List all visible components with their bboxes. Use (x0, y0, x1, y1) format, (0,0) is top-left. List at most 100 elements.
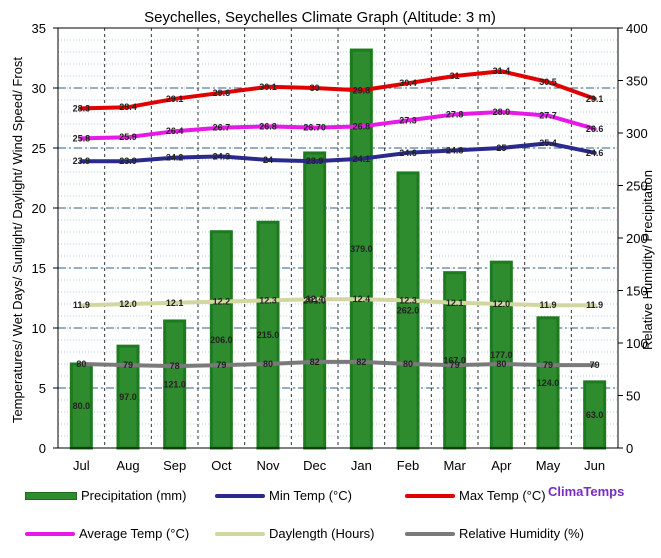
data-label: 24.6 (399, 148, 417, 158)
data-label: 82 (310, 357, 320, 367)
precipitation-bars (69, 48, 607, 450)
x-tick-label: May (536, 458, 561, 473)
x-tick-label: Jan (351, 458, 372, 473)
data-label: 30.4 (399, 78, 417, 88)
data-label: 79 (543, 360, 553, 370)
legend-label-average-temp: Average Temp (°C) (79, 526, 190, 541)
x-tick-label: Sep (163, 458, 186, 473)
data-label: 26.6 (586, 124, 604, 134)
legend-item-min-temp: Min Temp (°C) (215, 488, 352, 503)
y-tick-label-left: 20 (32, 201, 46, 216)
data-label: 24 (263, 155, 273, 165)
data-label: 24.3 (213, 151, 231, 161)
data-label: 27.8 (446, 109, 464, 119)
y-tick-label-left: 5 (39, 381, 46, 396)
data-label: 12.1 (446, 298, 464, 308)
series-line-relative-humidity (79, 359, 597, 369)
data-label: 26.8 (259, 121, 277, 131)
data-label: 29.6 (213, 88, 231, 98)
data-label: 24.2 (166, 153, 184, 163)
y-tick-label-right: 100 (626, 336, 648, 351)
precipitation-label: 124.0 (537, 378, 560, 388)
y-tick-label-right: 150 (626, 284, 648, 299)
x-tick-label: Dec (303, 458, 327, 473)
y-tick-label-right: 0 (626, 441, 633, 456)
legend-label-max-temp: Max Temp (°C) (459, 488, 546, 503)
axes: 05101520253035050100150200250300350400Ju… (32, 21, 648, 473)
series-line-average-temp-c (79, 110, 597, 141)
data-label: 24.6 (586, 148, 604, 158)
data-label: 26.70 (303, 123, 326, 133)
data-label: 12.0 (493, 299, 511, 309)
data-label: 24.8 (446, 145, 464, 155)
precipitation-label: 63.0 (586, 410, 604, 420)
legend-swatch-max-temp (405, 493, 455, 498)
precipitation-label: 281.0 (303, 295, 326, 305)
precipitation-label: 262.0 (397, 305, 420, 315)
series-line-min-temp-c (79, 141, 597, 164)
x-tick-label: Feb (397, 458, 419, 473)
data-label: 82 (356, 357, 366, 367)
data-labels: 28.3 28.4 29.1 29.6 30.1 30 29.8 30.4 31 31.4 30.5… (73, 66, 604, 420)
data-label: 12.4 (306, 294, 324, 304)
data-label: 25 (496, 143, 506, 153)
y-tick-label-left: 35 (32, 21, 46, 36)
data-label: 79 (123, 360, 133, 370)
y-tick-label-right: 350 (626, 74, 648, 89)
series-line-daylength-hours (79, 297, 597, 308)
data-label: 27.3 (399, 115, 417, 125)
y-tick-label-left: 10 (32, 321, 46, 336)
legend-item-daylength: Daylength (Hours) (215, 526, 375, 541)
y-tick-label-right: 300 (626, 126, 648, 141)
x-tick-label: Mar (443, 458, 466, 473)
data-label: 23.9 (306, 156, 324, 166)
x-tick-label: Jul (73, 458, 90, 473)
data-label: 79 (450, 360, 460, 370)
data-label: 12.4 (353, 294, 371, 304)
data-label: 24.1 (353, 154, 371, 164)
legend-label-humidity: Relative Humidity (%) (459, 526, 584, 541)
y-tick-label-left: 0 (39, 441, 46, 456)
y-tick-label-left: 25 (32, 141, 46, 156)
data-label: 31.4 (493, 66, 511, 76)
y-tick-label-left: 15 (32, 261, 46, 276)
precipitation-label: 121.0 (163, 379, 186, 389)
legend-label-precipitation: Precipitation (mm) (81, 488, 187, 503)
y-axis-label-left: Temperatures/ Wet Days/ Sunlight/ Daylig… (10, 57, 25, 423)
data-label: 26.7 (213, 123, 231, 133)
precipitation-label: 215.0 (257, 330, 280, 340)
y-tick-label-left: 30 (32, 81, 46, 96)
data-label: 23.9 (73, 156, 91, 166)
data-label: 29.8 (353, 85, 371, 95)
precipitation-label: 206.0 (210, 335, 233, 345)
y-tick-label-right: 400 (626, 21, 648, 36)
x-tick-label: Apr (491, 458, 512, 473)
precipitation-label: 97.0 (119, 392, 137, 402)
data-label: 80 (263, 359, 273, 369)
data-label: 28.4 (119, 102, 137, 112)
data-label: 12.3 (259, 295, 277, 305)
data-label: 25.8 (73, 133, 91, 143)
x-tick-label: Nov (256, 458, 280, 473)
legend-item-humidity: Relative Humidity (%) (405, 526, 584, 541)
legend-label-daylength: Daylength (Hours) (269, 526, 375, 541)
precipitation-label: 379.0 (350, 244, 373, 254)
legend: Precipitation (mm) Min Temp (°C) Max Tem… (0, 478, 661, 558)
precipitation-label: 167.0 (443, 355, 466, 365)
chart-title: Seychelles, Seychelles Climate Graph (Al… (144, 9, 496, 26)
data-label: 30.5 (539, 77, 557, 87)
data-label: 80 (496, 359, 506, 369)
brand-logo: ClimaTemps (548, 484, 625, 499)
legend-swatch-precipitation (25, 491, 77, 500)
data-label: 26.8 (353, 121, 371, 131)
data-label: 80 (76, 359, 86, 369)
data-label: 11.9 (586, 300, 603, 310)
y-axis-label-right: Relative Humidity/ Precipitation (640, 170, 655, 350)
data-label: 26.4 (166, 126, 184, 136)
legend-swatch-daylength (215, 531, 265, 536)
precipitation-label: 80.0 (73, 401, 91, 411)
data-label: 25.9 (119, 132, 137, 142)
legend-item-max-temp: Max Temp (°C) (405, 488, 546, 503)
x-tick-label: Oct (211, 458, 232, 473)
data-label: 79 (216, 360, 226, 370)
